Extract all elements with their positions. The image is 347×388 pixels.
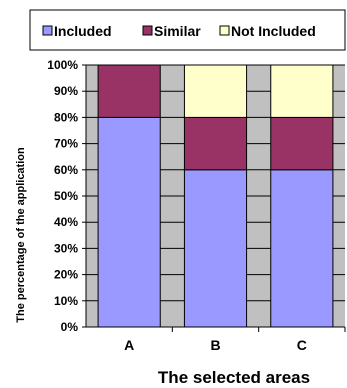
y-tick-label: 70%: [54, 137, 78, 151]
y-tick-label: 10%: [54, 294, 78, 308]
bar-segment-included: [270, 169, 334, 328]
y-tick-label: 100%: [47, 58, 78, 72]
bar-segment-not-included: [270, 64, 334, 118]
legend-box: [29, 9, 346, 51]
legend-label-similar: Similar: [154, 23, 201, 39]
legend: Included Similar Not Included: [29, 9, 346, 51]
legend-label-not-included: Not Included: [231, 23, 316, 39]
y-tick-label: 60%: [54, 163, 78, 177]
y-tick-label: 90%: [54, 84, 78, 98]
bar-segment-not-included: [183, 64, 248, 118]
x-tick-label: C: [297, 337, 307, 353]
y-tick-label: 80%: [54, 110, 78, 124]
y-axis-ticks: 0% 10% 20% 30% 40% 50% 60% 70% 80% 90% 100%: [47, 58, 86, 334]
x-axis-title: The selected areas: [158, 368, 310, 387]
bar-segment-similar: [183, 116, 248, 171]
bar-segment-similar: [97, 64, 161, 118]
legend-swatch-similar: [142, 25, 153, 36]
y-tick-label: 30%: [54, 241, 78, 255]
x-tick-label: A: [124, 337, 134, 353]
legend-swatch-not-included: [219, 25, 230, 36]
bar-segment-included: [97, 116, 161, 328]
y-axis-title: The percentage of the application: [15, 147, 27, 323]
x-axis-ticks: A B C: [124, 327, 346, 353]
bar-segment-similar: [270, 116, 334, 171]
bar-segment-included: [183, 169, 248, 328]
legend-label-included: Included: [54, 23, 112, 39]
y-tick-label: 40%: [54, 215, 78, 229]
bars: [97, 64, 334, 328]
x-tick-label: B: [210, 337, 220, 353]
y-tick-label: 50%: [54, 189, 78, 203]
y-tick-label: 20%: [54, 268, 78, 282]
y-tick-label: 0%: [61, 320, 79, 334]
legend-swatch-included: [42, 25, 53, 36]
